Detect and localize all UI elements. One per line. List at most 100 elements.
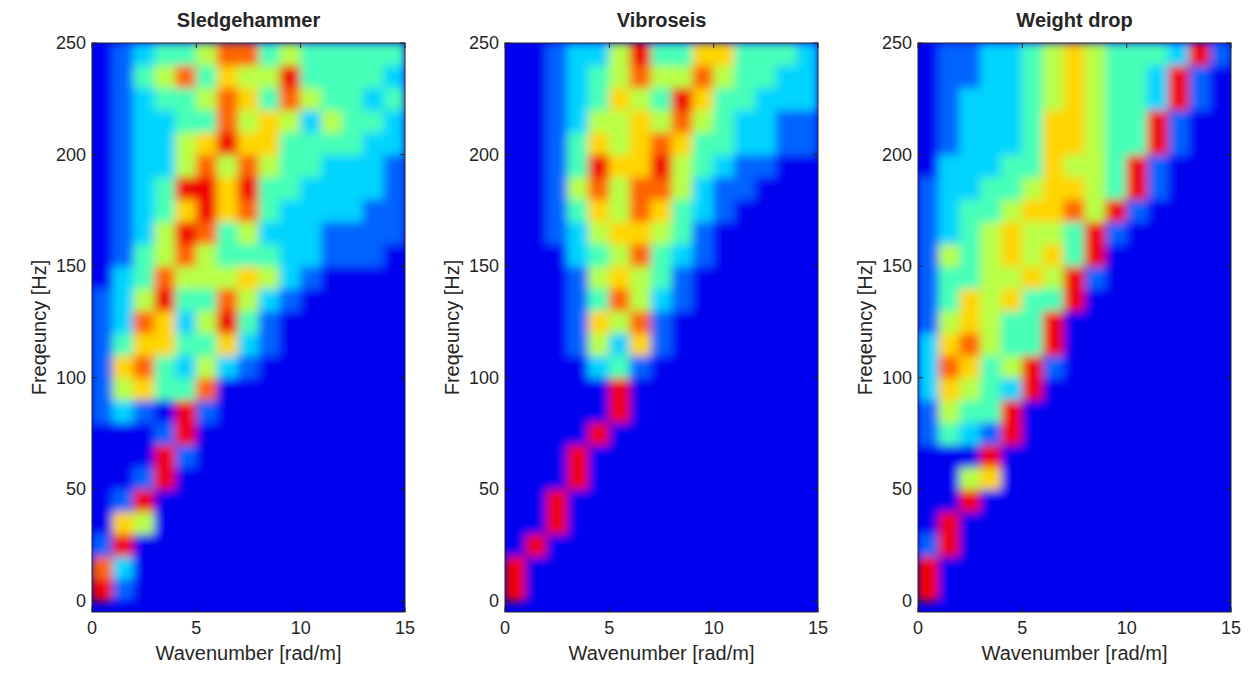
heat-cell	[609, 533, 631, 556]
heat-cell	[776, 377, 798, 400]
heat-cell	[1189, 533, 1211, 556]
heat-cell	[175, 533, 197, 556]
heat-cell	[651, 355, 673, 378]
heat-cell	[630, 489, 652, 512]
heat-cell	[238, 176, 260, 199]
heat-cell	[567, 43, 589, 66]
heat-cell	[938, 221, 960, 244]
heat-cell	[1022, 288, 1044, 311]
heat-cell	[938, 109, 960, 132]
heat-cell	[734, 109, 756, 132]
heat-cell	[300, 221, 322, 244]
heat-cell	[671, 266, 693, 289]
heat-cell	[651, 199, 673, 222]
heat-cell	[1210, 288, 1231, 311]
heat-cell	[505, 43, 526, 66]
heat-cell	[734, 288, 756, 311]
heat-cell	[1001, 154, 1023, 177]
heat-cell	[959, 466, 981, 489]
heat-cell	[1084, 266, 1106, 289]
heat-cell	[384, 176, 405, 199]
heat-cell	[1084, 176, 1106, 199]
heat-cell	[1064, 221, 1086, 244]
heat-cell	[363, 355, 385, 378]
heat-cell	[525, 578, 547, 601]
heat-cell	[546, 422, 568, 445]
heat-cell	[959, 87, 981, 110]
heat-cell	[238, 466, 260, 489]
heat-cell	[651, 377, 673, 400]
heat-cell	[525, 288, 547, 311]
heat-cell	[238, 333, 260, 356]
heat-cell	[342, 132, 364, 155]
x-tick	[609, 607, 610, 612]
heat-cell	[1105, 132, 1127, 155]
heat-cell	[546, 221, 568, 244]
heat-cell	[692, 87, 714, 110]
heat-cell	[1043, 355, 1065, 378]
heat-cell	[692, 199, 714, 222]
heat-cell	[776, 65, 798, 88]
heat-cell	[363, 288, 385, 311]
heat-cell	[525, 310, 547, 333]
heat-cell	[175, 556, 197, 579]
heat-cell	[938, 65, 960, 88]
x-tick	[1022, 607, 1023, 612]
heat-cell	[1147, 466, 1169, 489]
heat-cell	[938, 266, 960, 289]
heat-cell	[384, 109, 405, 132]
heat-cell	[342, 578, 364, 601]
heat-cell	[588, 43, 610, 66]
heat-cell	[175, 132, 197, 155]
heat-cell	[797, 377, 818, 400]
heat-cell	[959, 132, 981, 155]
heat-cell	[692, 355, 714, 378]
heat-cell	[217, 176, 239, 199]
heat-cell	[797, 444, 818, 467]
y-tick-label: 150	[882, 256, 912, 276]
heat-cell	[1126, 199, 1148, 222]
heat-cell	[1168, 109, 1190, 132]
heat-cell	[279, 511, 301, 534]
heat-cell	[692, 243, 714, 266]
heat-cell	[1147, 65, 1169, 88]
heat-cell	[567, 556, 589, 579]
heat-cell	[630, 266, 652, 289]
heat-cell	[1126, 310, 1148, 333]
heat-cell	[567, 199, 589, 222]
heat-cell	[1043, 154, 1065, 177]
heat-cell	[1001, 243, 1023, 266]
heat-cell	[525, 377, 547, 400]
heat-cell	[112, 466, 134, 489]
heat-cell	[1001, 511, 1023, 534]
heat-cell	[1064, 444, 1086, 467]
heat-cell	[1001, 333, 1023, 356]
heat-cell	[1147, 533, 1169, 556]
heat-cell	[384, 333, 405, 356]
heat-cell	[363, 400, 385, 423]
heat-cell	[321, 489, 343, 512]
y-tick	[505, 154, 510, 155]
y-tick	[400, 489, 405, 490]
heat-cell	[1168, 422, 1190, 445]
heat-cell	[258, 377, 280, 400]
heat-cell	[980, 243, 1002, 266]
heat-cell	[154, 199, 176, 222]
heat-cell	[1105, 400, 1127, 423]
panel: 051015050100150200250SledgehammerWavenum…	[28, 9, 415, 664]
heat-cell	[918, 400, 939, 423]
heat-cell	[938, 310, 960, 333]
heat-cell	[734, 466, 756, 489]
heat-cell	[342, 243, 364, 266]
heat-cell	[1126, 65, 1148, 88]
heat-cell	[651, 310, 673, 333]
heat-cell	[918, 466, 939, 489]
heat-cell	[630, 154, 652, 177]
heat-cell	[1064, 422, 1086, 445]
y-tick	[1226, 43, 1231, 44]
heat-cell	[92, 132, 113, 155]
heat-cell	[92, 65, 113, 88]
cells	[92, 43, 405, 601]
heat-cell	[1043, 266, 1065, 289]
heat-cell	[279, 489, 301, 512]
